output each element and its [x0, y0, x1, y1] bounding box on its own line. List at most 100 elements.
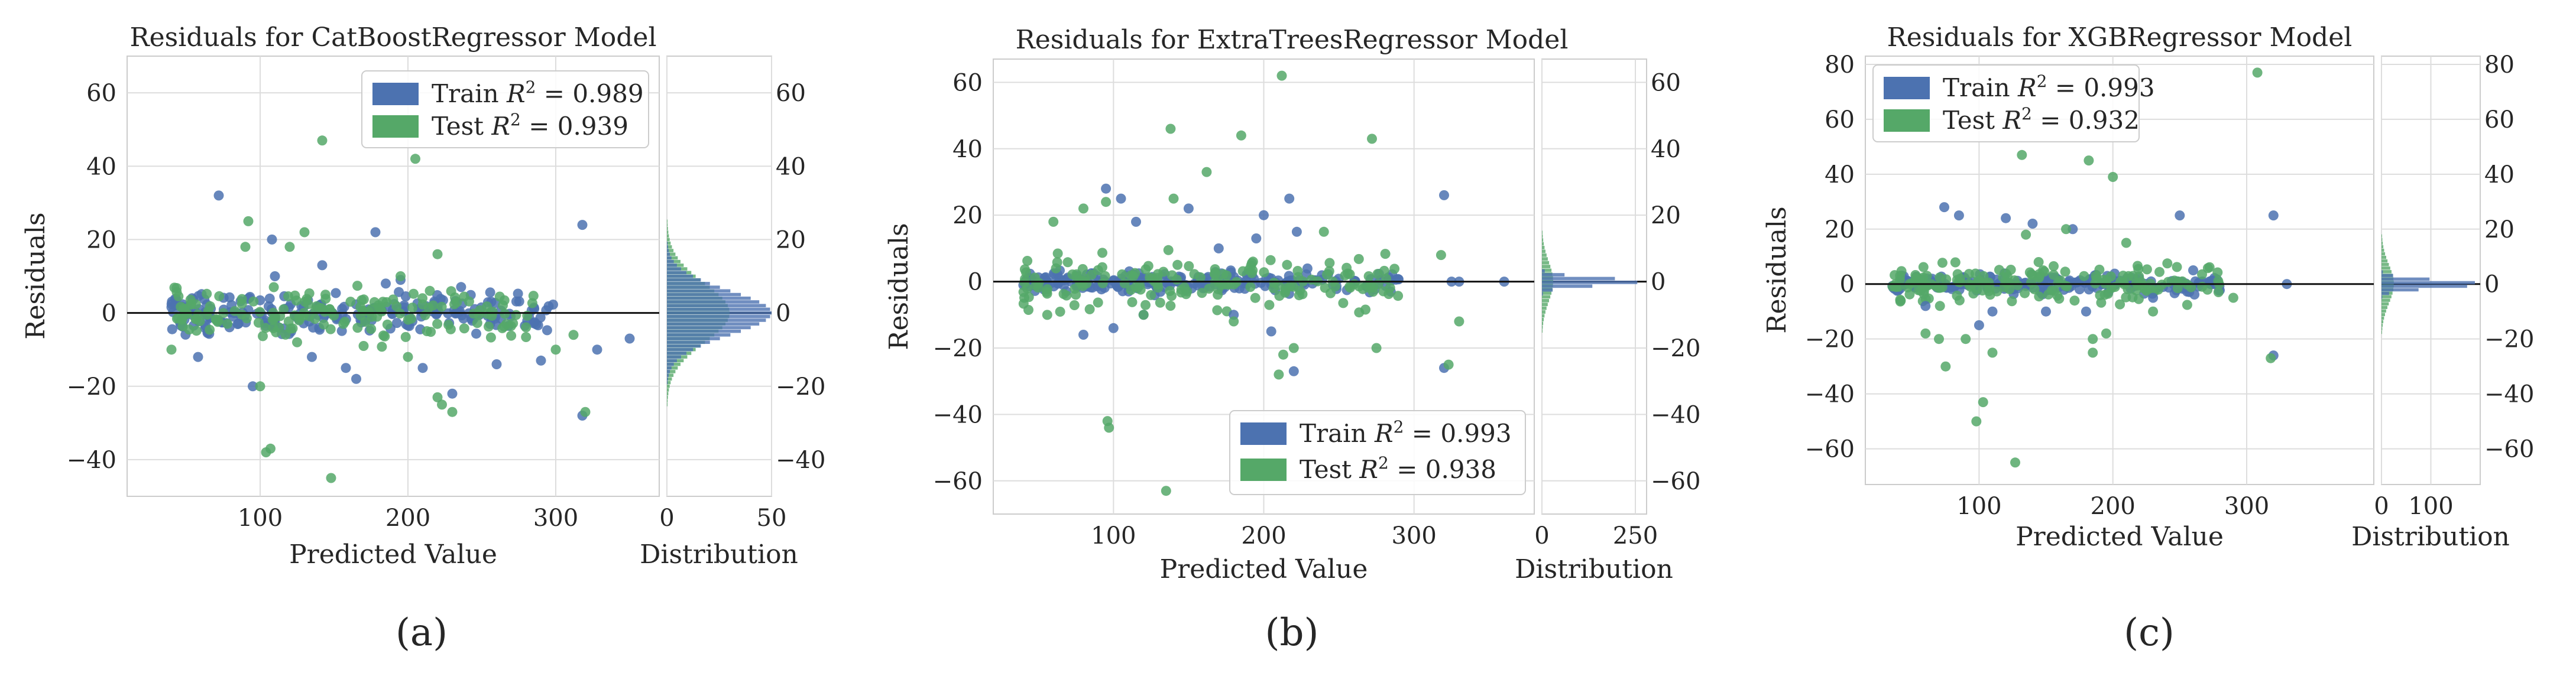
test-hist-bar — [1542, 329, 1543, 333]
test-point — [2034, 272, 2044, 283]
test-point — [274, 322, 284, 333]
test-point — [1274, 369, 1284, 380]
test-point — [310, 314, 320, 324]
test-hist-bar — [2381, 298, 2390, 302]
test-point — [292, 337, 302, 347]
train-point — [351, 373, 361, 384]
test-point — [1070, 284, 1080, 294]
dist-x-tick-label: 0 — [2374, 493, 2389, 520]
test-point — [1961, 334, 1971, 344]
dist-y-tick-label: 80 — [2484, 51, 2515, 79]
test-point — [1051, 263, 1061, 274]
dist-x-tick-label: 0 — [1534, 522, 1549, 550]
test-hist-bar — [2381, 252, 2386, 256]
y-tick-label: 60 — [1825, 106, 1855, 134]
test-point — [1282, 259, 1292, 270]
train-point — [1251, 233, 1262, 243]
test-point — [446, 286, 456, 297]
dist-axis-label: Distribution — [1515, 554, 1673, 584]
test-point — [358, 341, 369, 351]
train-point — [1056, 275, 1067, 286]
test-point — [210, 314, 221, 324]
y-tick-label: −40 — [933, 401, 983, 428]
train-point — [471, 329, 481, 339]
train-point — [2268, 210, 2279, 221]
test-point — [2213, 287, 2224, 297]
test-point — [2024, 267, 2035, 278]
test-point — [300, 297, 310, 307]
test-point — [1281, 283, 1291, 294]
legend-swatch — [1240, 459, 1287, 481]
test-hist-bar — [1542, 295, 1551, 299]
train-hist-bar — [667, 256, 672, 260]
train-hist-bar — [667, 271, 686, 275]
train-hist-bar — [667, 259, 674, 264]
test-point — [190, 314, 201, 324]
train-point — [2001, 213, 2011, 223]
train-hist-bar — [667, 296, 751, 300]
test-point — [2033, 257, 2044, 267]
train-point — [270, 271, 280, 281]
train-hist-bar — [1542, 292, 1543, 296]
test-hist-bar — [667, 399, 668, 403]
test-point — [2021, 229, 2031, 240]
x-tick-label: 300 — [2224, 493, 2269, 520]
test-point — [407, 303, 418, 313]
train-point — [447, 388, 458, 399]
y-axis-label: Residuals — [1762, 206, 1792, 333]
train-point — [1183, 203, 1194, 214]
chart-title: Residuals for XGBRegressor Model — [1887, 22, 2353, 53]
train-hist-bar — [667, 370, 670, 373]
y-tick-label: −40 — [67, 447, 116, 474]
test-point — [1389, 264, 1400, 274]
test-hist-bar — [667, 373, 674, 377]
train-point — [458, 313, 469, 324]
x-tick-label: 100 — [1956, 493, 2001, 520]
train-hist-bar — [667, 381, 668, 385]
dist-y-tick-label: 20 — [776, 226, 806, 253]
test-point — [355, 301, 366, 312]
test-point — [2266, 353, 2276, 363]
y-tick-label: −20 — [933, 335, 983, 362]
test-hist-bar — [2381, 313, 2385, 317]
train-point — [193, 352, 203, 362]
test-point — [205, 301, 215, 311]
dist-y-tick-label: 20 — [1651, 202, 1681, 229]
x-tick-label: 200 — [385, 505, 430, 532]
test-point — [1117, 269, 1127, 279]
train-point — [456, 282, 466, 292]
test-hist-bar — [2381, 248, 2384, 252]
test-point — [381, 297, 392, 307]
dist-x-tick-label: 100 — [2408, 493, 2453, 520]
train-hist-bar — [667, 373, 669, 377]
test-point — [214, 291, 225, 301]
test-point — [366, 324, 377, 334]
train-point — [1439, 190, 1449, 200]
test-point — [1061, 290, 1072, 301]
dist-y-tick-label: −60 — [2484, 436, 2534, 463]
test-hist-bar — [2381, 316, 2384, 320]
test-point — [1127, 297, 1138, 307]
test-point — [2091, 271, 2101, 281]
test-hist-bar — [2381, 259, 2388, 263]
test-hist-bar — [667, 366, 678, 370]
train-point — [536, 355, 546, 366]
legend-entry: Train R2 = 0.993 — [1943, 71, 2155, 102]
train-point — [1288, 366, 1299, 376]
test-point — [1920, 328, 1931, 339]
x-tick-label: 100 — [1091, 522, 1136, 550]
test-point — [2141, 264, 2152, 275]
x-tick-label: 200 — [1241, 522, 1286, 550]
test-point — [375, 304, 386, 314]
test-point — [1069, 300, 1080, 310]
test-point — [280, 329, 291, 340]
test-point — [287, 323, 298, 334]
test-point — [284, 242, 295, 252]
train-hist-bar — [667, 340, 710, 344]
test-point — [1978, 397, 1988, 408]
test-point — [1168, 193, 1179, 204]
test-point — [325, 324, 336, 334]
train-point — [491, 359, 502, 369]
test-point — [202, 288, 212, 299]
